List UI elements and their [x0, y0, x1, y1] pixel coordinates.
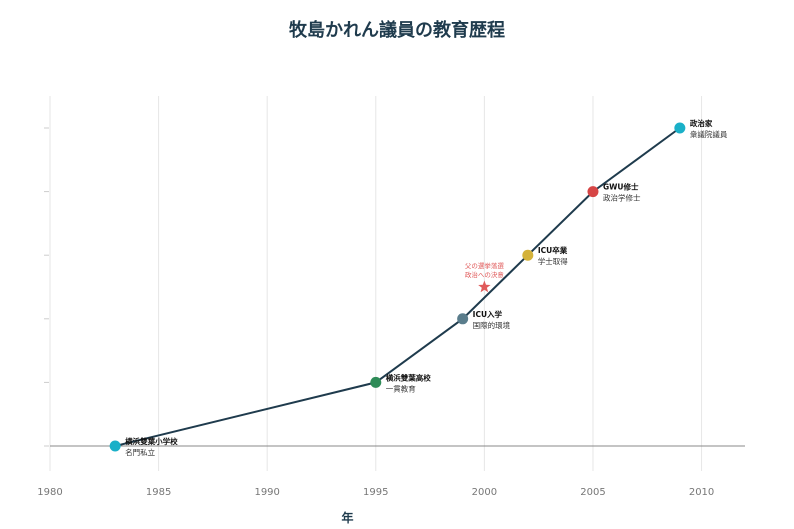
chart-title: 牧島かれん議員の教育歴程 — [289, 20, 505, 41]
x-axis-label: 年 — [341, 510, 353, 525]
x-tick-label-1990: 1990 — [254, 487, 279, 498]
point-sub-label-2: 国際的環境 — [473, 320, 511, 330]
point-sub-label-0: 名門私立 — [125, 447, 155, 457]
data-point-3 — [522, 249, 534, 261]
x-tick-label-1985: 1985 — [146, 487, 171, 498]
data-point-2 — [457, 313, 469, 325]
point-sub-label-1: 一貫教育 — [386, 383, 416, 393]
point-sub-label-5: 衆議院議員 — [690, 129, 728, 139]
x-tick-label-2000: 2000 — [472, 487, 497, 498]
point-sub-label-3: 学士取得 — [538, 256, 568, 266]
x-tick-label-2005: 2005 — [580, 487, 605, 498]
annotation-text-line-1: 政治への決意 — [465, 270, 505, 279]
education-path-line — [114, 127, 681, 447]
point-title-label-5: 政治家 — [690, 118, 713, 128]
point-title-label-1: 横浜雙葉高校 — [386, 372, 431, 382]
grid-lines — [49, 96, 703, 471]
point-title-label-0: 横浜雙葉小学校 — [125, 436, 178, 446]
data-point-5 — [674, 122, 686, 134]
point-title-label-3: ICU卒業 — [538, 245, 568, 255]
x-tick-labels: 1980 1985 1990 1995 2000 2005 2010 — [37, 487, 714, 498]
point-sub-label-4: 政治学修士 — [603, 193, 641, 203]
y-tick-marks — [44, 127, 49, 447]
x-tick-label-1980: 1980 — [37, 487, 62, 498]
data-point-0 — [109, 440, 121, 452]
point-title-label-2: ICU入学 — [473, 309, 503, 319]
point-title-label-4: GWU修士 — [603, 182, 639, 192]
data-point-1 — [370, 376, 382, 388]
annotation-text-line-0: 父の選挙落選 — [465, 261, 505, 270]
x-tick-label-1995: 1995 — [363, 487, 388, 498]
annotation-star-marker — [478, 280, 491, 293]
data-point-4 — [587, 186, 599, 198]
x-tick-label-2010: 2010 — [689, 487, 714, 498]
